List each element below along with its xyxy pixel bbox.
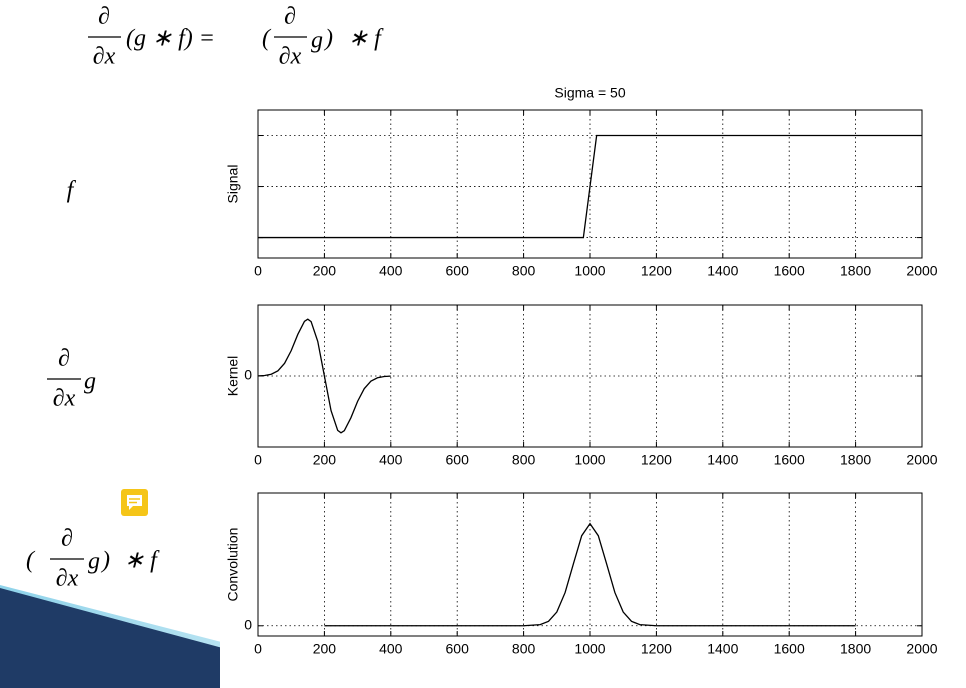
x-tick-label: 1600	[774, 641, 805, 657]
x-tick-label: 200	[313, 452, 337, 468]
equation-text: )	[323, 26, 333, 52]
equation-text: (g ∗ f) =	[126, 26, 215, 52]
x-tick-label: 2000	[906, 452, 937, 468]
y-axis-label: Convolution	[225, 528, 241, 602]
x-tick-label: 400	[379, 452, 403, 468]
x-tick-label: 600	[446, 641, 470, 657]
y-tick-label: 0	[244, 616, 252, 632]
x-tick-label: 800	[512, 263, 536, 279]
equation-text: f	[67, 178, 77, 204]
x-tick-label: 1000	[574, 263, 605, 279]
equation-text: g	[311, 28, 323, 54]
chart-backdrop	[220, 640, 966, 688]
x-tick-label: 1400	[707, 263, 738, 279]
x-tick-label: 1200	[641, 452, 672, 468]
x-tick-label: 2000	[906, 263, 937, 279]
equation-text: ∂x	[93, 44, 116, 70]
x-tick-label: 1000	[574, 641, 605, 657]
equation-text: ∂x	[56, 566, 79, 592]
x-tick-label: 1200	[641, 263, 672, 279]
data-line	[258, 134, 922, 239]
comment-icon[interactable]	[121, 489, 148, 516]
y-axis-label: Kernel	[225, 356, 241, 396]
x-tick-label: 0	[254, 641, 262, 657]
x-tick-label: 800	[512, 641, 536, 657]
x-tick-label: 1400	[707, 452, 738, 468]
x-tick-label: 1600	[774, 452, 805, 468]
data-line	[257, 318, 391, 434]
x-tick-label: 0	[254, 452, 262, 468]
x-tick-label: 1000	[574, 452, 605, 468]
x-tick-label: 1400	[707, 641, 738, 657]
y-tick-label: 0	[244, 367, 252, 383]
equation-text: (	[26, 548, 36, 574]
equation-text: g	[84, 369, 96, 395]
equation-text: ∗ f	[124, 548, 160, 574]
equation-text: ∂	[58, 346, 70, 372]
equation-text: ∂	[98, 4, 110, 30]
equation-text: ∗ f	[348, 26, 384, 52]
x-tick-label: 1800	[840, 452, 871, 468]
x-tick-label: 1800	[840, 263, 871, 279]
equation-text: ∂x	[279, 44, 302, 70]
equation-text: ∂	[61, 526, 73, 552]
chart-title: Sigma = 50	[554, 85, 625, 101]
y-axis-label: Signal	[225, 165, 241, 204]
x-tick-label: 400	[379, 263, 403, 279]
x-tick-label: 600	[446, 263, 470, 279]
x-tick-label: 1200	[641, 641, 672, 657]
x-tick-label: 600	[446, 452, 470, 468]
x-tick-label: 0	[254, 263, 262, 279]
x-tick-label: 200	[313, 263, 337, 279]
x-tick-label: 400	[379, 641, 403, 657]
equation-text: g	[88, 549, 100, 575]
decoration-dark	[0, 588, 230, 688]
x-tick-label: 2000	[906, 641, 937, 657]
x-tick-label: 200	[313, 641, 337, 657]
equation-text: ∂	[284, 4, 296, 30]
equation-text: (	[262, 26, 272, 52]
x-tick-label: 800	[512, 452, 536, 468]
data-line	[324, 522, 856, 627]
x-tick-label: 1600	[774, 263, 805, 279]
equation-text: )	[100, 548, 110, 574]
equation-text: ∂x	[53, 386, 76, 412]
x-tick-label: 1800	[840, 641, 871, 657]
